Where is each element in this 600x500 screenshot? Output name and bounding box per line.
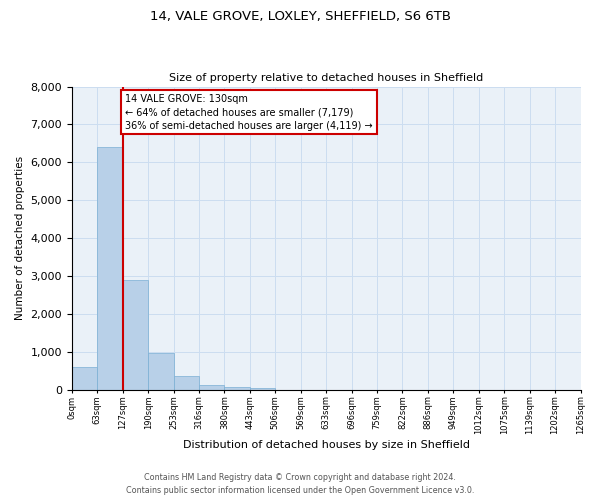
Text: 14 VALE GROVE: 130sqm
← 64% of detached houses are smaller (7,179)
36% of semi-d: 14 VALE GROVE: 130sqm ← 64% of detached … — [125, 94, 373, 130]
Bar — [173, 376, 199, 390]
X-axis label: Distribution of detached houses by size in Sheffield: Distribution of detached houses by size … — [183, 440, 470, 450]
Text: Contains HM Land Registry data © Crown copyright and database right 2024.
Contai: Contains HM Land Registry data © Crown c… — [126, 474, 474, 495]
Text: 14, VALE GROVE, LOXLEY, SHEFFIELD, S6 6TB: 14, VALE GROVE, LOXLEY, SHEFFIELD, S6 6T… — [149, 10, 451, 23]
Bar — [224, 387, 250, 390]
Bar — [97, 147, 123, 390]
Bar — [72, 367, 97, 390]
Bar — [123, 280, 148, 390]
Title: Size of property relative to detached houses in Sheffield: Size of property relative to detached ho… — [169, 73, 484, 83]
Bar — [250, 388, 275, 390]
Bar — [199, 384, 224, 390]
Y-axis label: Number of detached properties: Number of detached properties — [15, 156, 25, 320]
Bar — [148, 354, 173, 390]
